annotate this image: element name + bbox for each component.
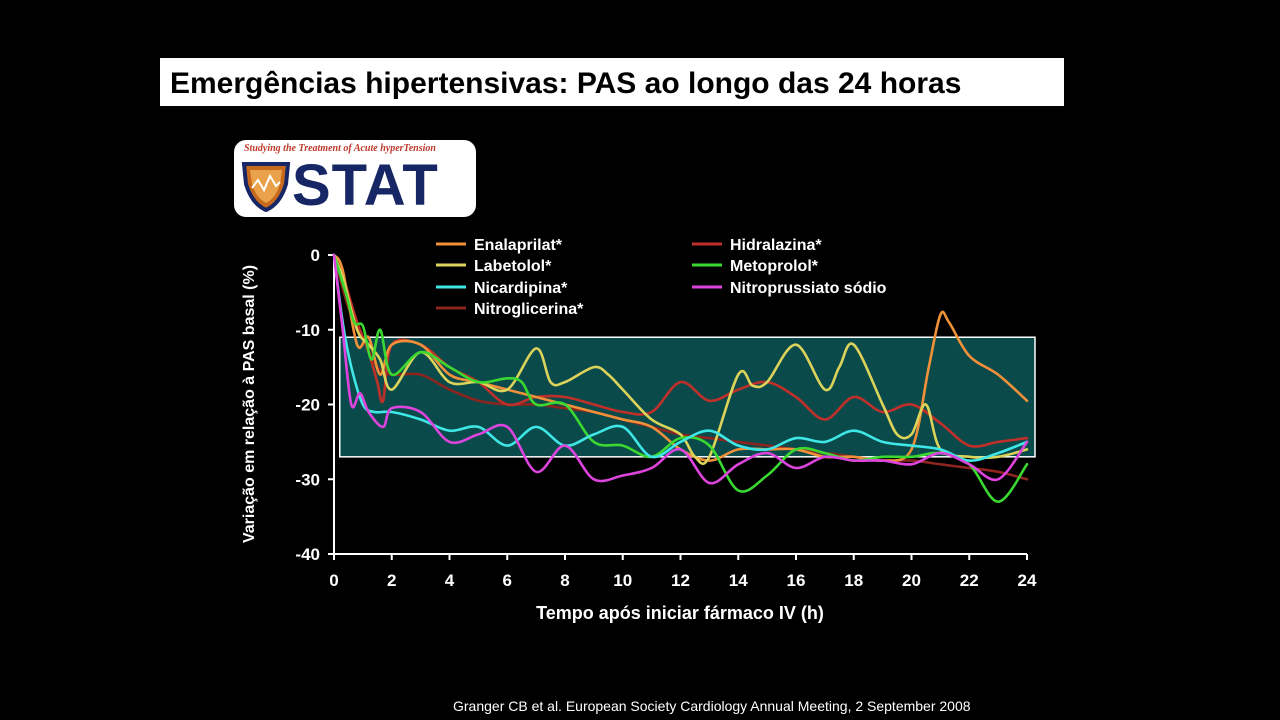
series-line-hidralazina xyxy=(332,253,1029,448)
legend-label: Labetolol* xyxy=(474,258,552,275)
logo-word: STAT xyxy=(292,153,439,217)
x-tick-label: 20 xyxy=(902,571,921,590)
x-tick-label: 10 xyxy=(613,571,632,590)
slide-title: Emergências hipertensivas: PAS ao longo … xyxy=(170,67,962,100)
x-tick-label: 8 xyxy=(560,571,569,590)
x-tick-label: 22 xyxy=(960,571,979,590)
y-tick-label: -40 xyxy=(295,545,320,564)
legend-label: Nitroglicerina* xyxy=(474,301,584,318)
legend-label: Hidralazina* xyxy=(730,237,822,254)
x-tick-label: 24 xyxy=(1018,571,1037,590)
x-tick-label: 18 xyxy=(844,571,863,590)
x-tick-label: 0 xyxy=(329,571,338,590)
legend-label: Metoprolol* xyxy=(730,258,819,275)
series-line-nicardipina xyxy=(332,253,1029,462)
series-line-metoprolol xyxy=(332,253,1029,503)
series-line-nitroprussiato-s-dio xyxy=(332,253,1029,485)
y-tick-label: -30 xyxy=(295,470,320,489)
shield-icon xyxy=(241,162,291,212)
x-tick-label: 12 xyxy=(671,571,690,590)
logo-tagline: Studying the Treatment of Acute hyperTen… xyxy=(244,143,436,154)
legend-label: Nitroprussiato sódio xyxy=(730,280,887,297)
x-tick-label: 6 xyxy=(503,571,512,590)
title-box: Emergências hipertensivas: PAS ao longo … xyxy=(160,58,1064,106)
x-tick-label: 14 xyxy=(729,571,748,590)
y-tick-label: -10 xyxy=(295,321,320,340)
series-line-enalaprilat xyxy=(332,253,1029,463)
legend-label: Nicardipina* xyxy=(474,280,568,297)
y-tick-label: -20 xyxy=(295,396,320,415)
x-tick-label: 4 xyxy=(445,571,455,590)
y-axis-title: Variação em relação à PAS basal (%) xyxy=(241,265,258,543)
legend-label: Enalaprilat* xyxy=(474,237,563,254)
x-tick-label: 16 xyxy=(787,571,806,590)
y-tick-label: 0 xyxy=(311,246,320,265)
x-tick-label: 2 xyxy=(387,571,396,590)
x-axis-title: Tempo após iniciar fármaco IV (h) xyxy=(536,603,824,623)
citation: Granger CB et al. European Society Cardi… xyxy=(453,698,971,714)
stat-logo: Studying the Treatment of Acute hyperTen… xyxy=(234,140,476,217)
